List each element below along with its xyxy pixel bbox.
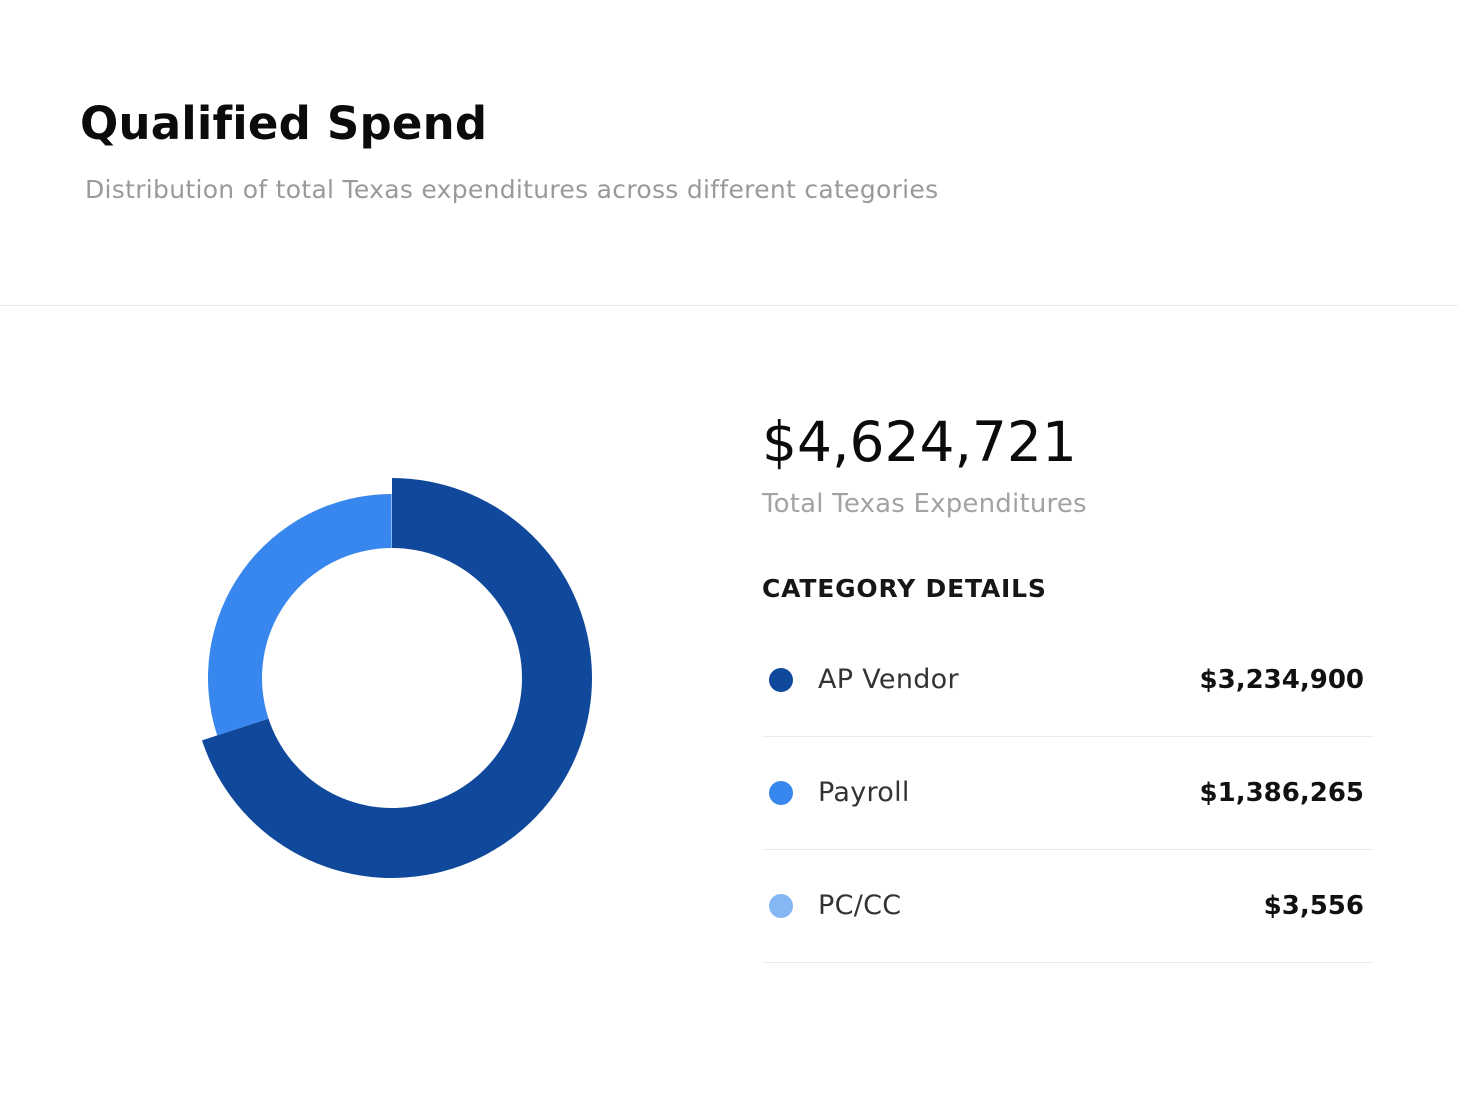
total-amount: $4,624,721 <box>762 410 1077 474</box>
donut-slice-ap-vendor <box>201 478 593 878</box>
category-name: AP Vendor <box>818 664 959 695</box>
page-title: Qualified Spend <box>80 97 488 150</box>
category-dot-pc-cc <box>769 894 793 918</box>
category-dot-payroll <box>769 781 793 805</box>
category-row-pc-cc: PC/CC $3,556 <box>762 850 1374 963</box>
category-list: AP Vendor $3,234,900 Payroll $1,386,265 … <box>762 624 1374 963</box>
donut-slice-payroll <box>207 494 392 736</box>
total-label: Total Texas Expenditures <box>762 489 1087 519</box>
category-name: PC/CC <box>818 890 902 921</box>
category-value: $3,556 <box>1263 891 1364 921</box>
category-dot-ap-vendor <box>769 668 793 692</box>
page-header: Qualified Spend Distribution of total Te… <box>0 0 1458 306</box>
category-row-payroll: Payroll $1,386,265 <box>762 737 1374 850</box>
donut-slice-pc-cc <box>391 494 392 549</box>
donut-slices <box>201 478 593 878</box>
category-value: $3,234,900 <box>1199 665 1364 695</box>
category-value: $1,386,265 <box>1199 778 1364 808</box>
page-subtitle: Distribution of total Texas expenditures… <box>85 175 939 204</box>
category-details-heading: CATEGORY DETAILS <box>762 574 1047 603</box>
category-name: Payroll <box>818 777 910 808</box>
category-row-ap-vendor: AP Vendor $3,234,900 <box>762 624 1374 737</box>
qualified-spend-donut-chart <box>190 468 600 888</box>
donut-chart-svg <box>201 478 593 878</box>
